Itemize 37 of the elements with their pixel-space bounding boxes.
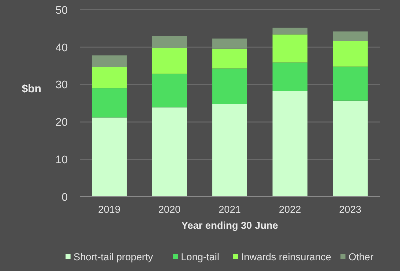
bar [272, 34, 308, 63]
bar [333, 32, 368, 42]
legend-label: Short-tail property [74, 252, 154, 264]
y-tick-label: 50 [56, 4, 68, 17]
bar [212, 38, 248, 49]
y-tick-label: 0 [62, 192, 68, 204]
bar [272, 62, 308, 92]
legend-label: Inwards reinsurance [241, 252, 332, 264]
bar [333, 100, 368, 197]
bar [92, 56, 127, 68]
x-tick-label: 2020 [158, 205, 182, 216]
bar [212, 104, 248, 197]
y-tick-label: 40 [56, 42, 68, 54]
y-tick-label: 30 [56, 80, 68, 92]
bar [212, 48, 248, 69]
bar [92, 88, 127, 118]
legend-label: Other [348, 252, 374, 264]
bar [333, 66, 368, 101]
bar [212, 68, 248, 104]
legend-label: Long-tail [181, 252, 220, 264]
bar [333, 41, 368, 67]
y-axis-title: $bn [22, 83, 42, 96]
y-tick-label: 10 [56, 154, 68, 166]
x-tick-label: 2019 [98, 205, 122, 216]
y-tick-label: 20 [56, 117, 68, 130]
bar [92, 118, 127, 197]
x-tick-label: 2021 [218, 205, 242, 216]
x-tick-label: 2022 [279, 205, 302, 216]
bar [152, 74, 188, 108]
bar [152, 48, 188, 74]
x-axis-title: Year ending 30 June [182, 221, 279, 232]
bar [152, 36, 188, 48]
bar [152, 108, 188, 197]
x-tick-label: 2023 [339, 205, 362, 216]
bar [272, 91, 308, 197]
bar [272, 28, 308, 35]
bar [92, 67, 127, 89]
